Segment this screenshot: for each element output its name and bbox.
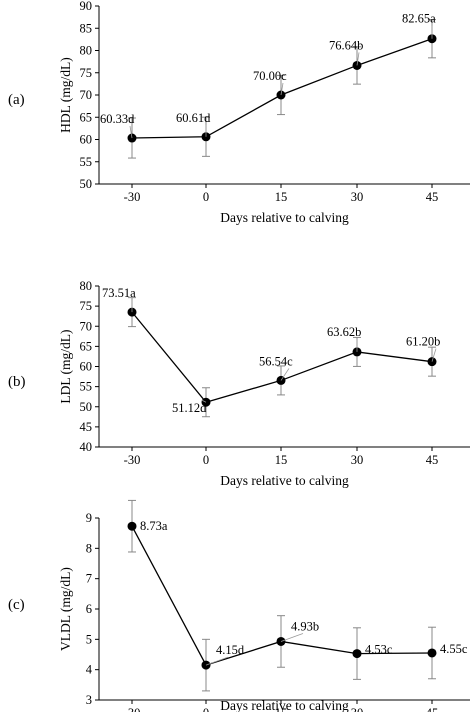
y-tick-label: 70: [80, 88, 93, 102]
y-tick-label: 65: [80, 110, 93, 124]
y-tick-label: 7: [86, 572, 92, 586]
y-tick-label: 65: [80, 339, 93, 353]
x-axis-title: Days relative to calving: [220, 698, 349, 712]
data-label: 60.61d: [176, 111, 211, 125]
y-tick-label: 80: [80, 279, 93, 293]
panel-label: (b): [8, 374, 26, 390]
x-tick-label: 0: [203, 453, 209, 467]
data-label: 60.33d: [100, 112, 135, 126]
label-leader: [280, 633, 304, 642]
x-tick-label: 15: [275, 706, 288, 712]
data-label: 4.55c: [440, 642, 468, 656]
data-label: 4.15d: [216, 643, 245, 657]
panel-label: (a): [8, 92, 25, 108]
y-tick-label: 50: [80, 400, 93, 414]
data-label: 8.73a: [140, 519, 168, 533]
x-axis-title: Days relative to calving: [220, 210, 349, 225]
x-tick-label: 45: [426, 706, 439, 712]
y-tick-label: 4: [86, 663, 93, 677]
label-leader: [280, 368, 290, 381]
chart-panel: 40 45 50 55 60 65 70 75 80 -30 0 15 30 45 Days relativ…: [8, 279, 470, 488]
label-leader: [205, 656, 229, 666]
y-tick-label: 6: [86, 602, 92, 616]
data-label: 73.51a: [102, 286, 136, 300]
y-tick-label: 3: [86, 693, 92, 707]
y-tick-label: 5: [86, 632, 92, 646]
y-tick-label: 55: [80, 155, 93, 169]
y-tick-label: 60: [80, 133, 93, 147]
y-tick-label: 75: [80, 299, 93, 313]
x-tick-label: -30: [124, 453, 141, 467]
y-tick-label: 60: [80, 360, 93, 374]
y-tick-label: 70: [80, 319, 93, 333]
x-tick-label: 30: [351, 190, 364, 204]
data-label: 56.54c: [259, 354, 293, 368]
data-point: [352, 649, 362, 659]
label-leader: [201, 399, 207, 403]
data-label: 70.00c: [253, 69, 287, 83]
data-point: [127, 521, 137, 531]
data-point: [427, 648, 437, 658]
label-leader: [280, 82, 284, 96]
y-axis-title: VLDL (mg/dL): [58, 567, 73, 651]
y-tick-label: 80: [80, 44, 93, 58]
y-tick-label: 85: [80, 21, 93, 35]
y-tick-label: 90: [80, 0, 93, 13]
y-tick-label: 45: [80, 420, 93, 434]
label-leader: [356, 52, 360, 66]
x-tick-label: 45: [426, 190, 439, 204]
y-tick-label: 8: [86, 541, 92, 555]
data-label: 51.12d: [172, 401, 207, 415]
chart-panel: 50 55 60 65 70 75 80 85 90 -30 0 15 30 45 Days relativ…: [8, 0, 470, 225]
y-axis-title: LDL (mg/dL): [58, 329, 73, 403]
data-label: 82.65a: [402, 12, 436, 26]
x-tick-label: 0: [203, 190, 209, 204]
x-tick-label: 30: [351, 453, 364, 467]
x-tick-label: 15: [275, 190, 288, 204]
x-tick-label: 15: [275, 453, 288, 467]
x-tick-label: 45: [426, 453, 439, 467]
x-tick-label: 30: [351, 706, 364, 712]
data-label: 63.62b: [327, 325, 361, 339]
y-tick-label: 9: [86, 511, 92, 525]
x-tick-label: -30: [124, 706, 141, 712]
y-tick-label: 55: [80, 380, 93, 394]
label-leader: [431, 348, 437, 362]
label-leader: [129, 125, 133, 139]
x-tick-label: -30: [124, 190, 141, 204]
y-tick-label: 50: [80, 177, 93, 191]
y-axis-title: HDL (mg/dL): [58, 57, 73, 133]
panel-label: (c): [8, 597, 25, 613]
data-label: 61.20b: [406, 335, 440, 349]
x-tick-label: 0: [203, 706, 209, 712]
data-label: 4.93b: [291, 619, 319, 633]
data-label: 76.64b: [329, 38, 363, 52]
x-axis-title: Days relative to calving: [220, 473, 349, 488]
data-label: 4.53c: [365, 643, 393, 657]
y-tick-label: 40: [80, 440, 93, 454]
y-tick-label: 75: [80, 66, 93, 80]
